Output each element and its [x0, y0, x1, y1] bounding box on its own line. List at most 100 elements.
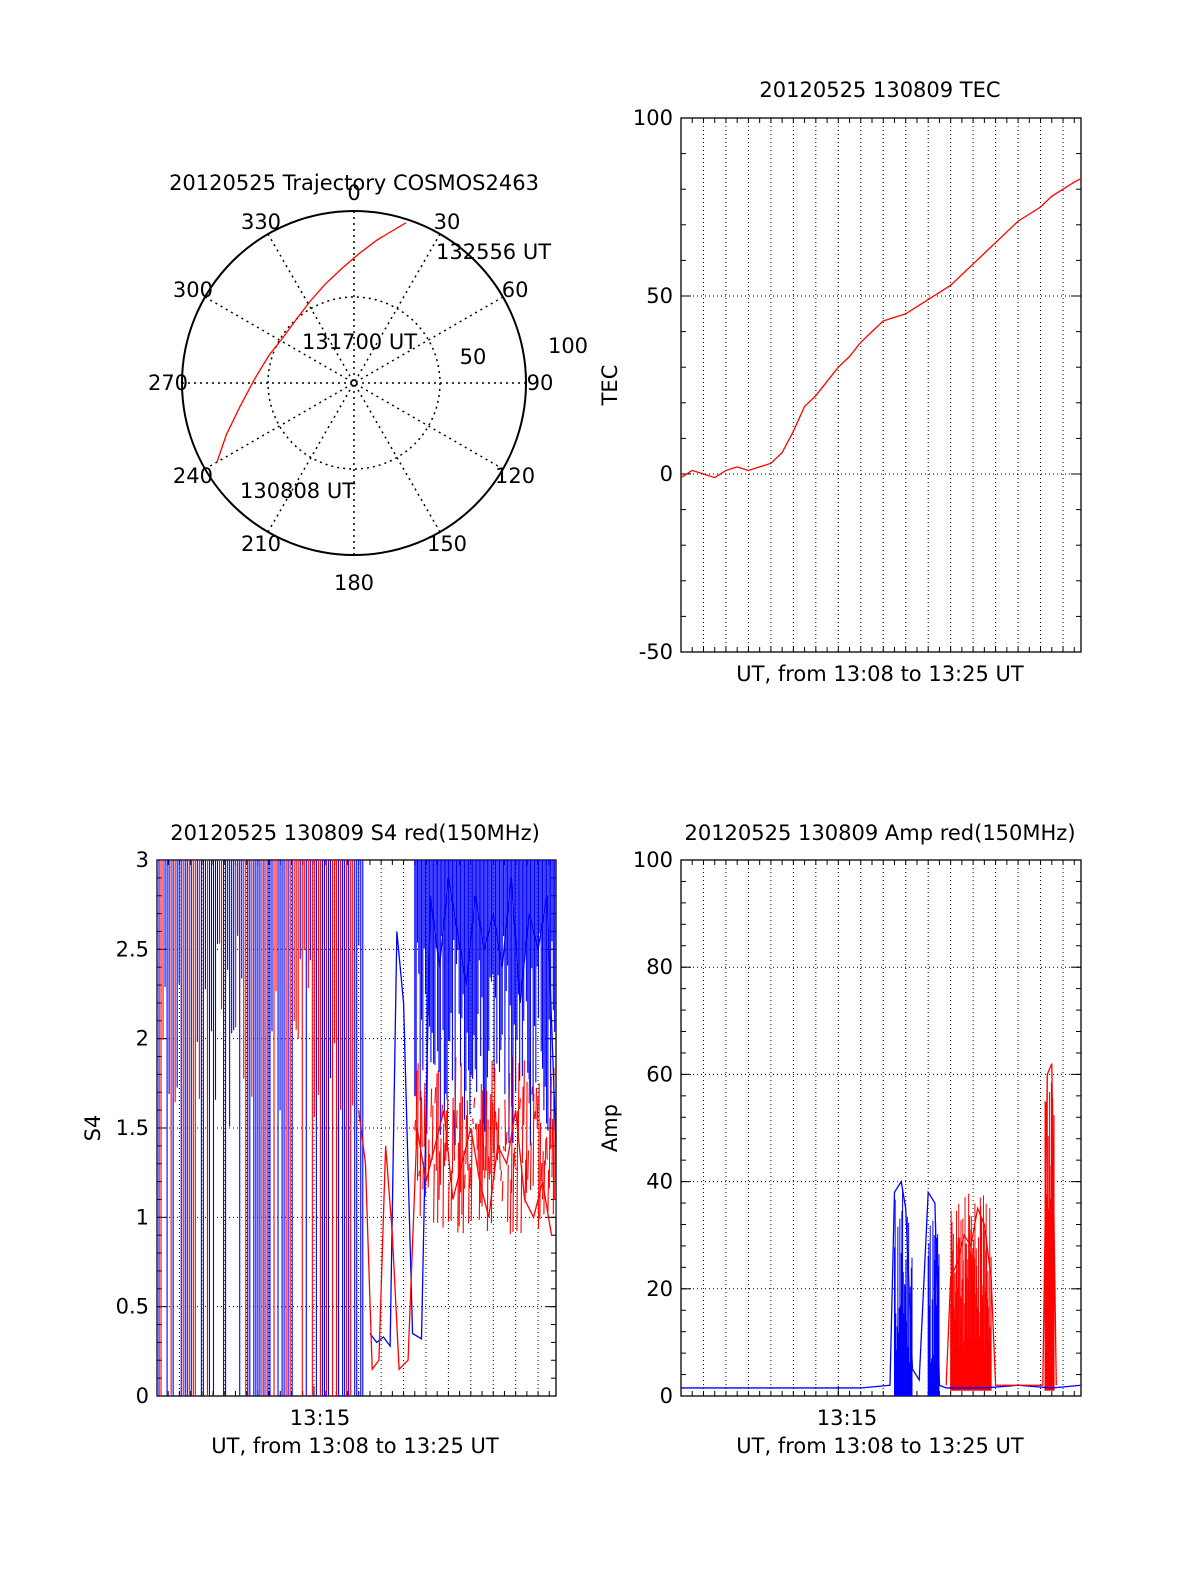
noise-spike-red: [488, 1156, 490, 1180]
noise-spike-red: [459, 1062, 462, 1193]
amp-title: 20120525 130809 Amp red(150MHz): [684, 821, 1075, 845]
s4-plot: [157, 860, 556, 1396]
noise-spike-red: [508, 1072, 511, 1129]
noise-spike-red: [476, 1123, 478, 1150]
noise-spike-red: [469, 1167, 472, 1189]
trajectory-time-label: 131700 UT: [302, 330, 417, 354]
noise-spike-red: [494, 1111, 497, 1130]
y-tick-label: 20: [646, 1277, 673, 1301]
noise-spike-red: [524, 1159, 527, 1203]
noise-spike-red: [505, 1131, 508, 1145]
amp-x-tick-label: 13:15: [817, 1406, 878, 1430]
amp-grid: [680, 859, 1082, 1397]
y-tick-label: 60: [646, 1062, 673, 1086]
noise-spike-red: [511, 1056, 513, 1194]
y-tick-label: 0: [136, 1384, 149, 1408]
series-line-red: [681, 177, 1081, 479]
noise-spike-red: [550, 1076, 552, 1150]
noise-spike-red: [437, 1070, 439, 1223]
noise-spike-red: [482, 1086, 485, 1171]
y-tick-label: 2.5: [116, 937, 149, 961]
noise-spike-red: [484, 1146, 486, 1179]
polar-azimuth-label: 150: [427, 532, 467, 556]
noise-spike-red: [527, 1150, 529, 1180]
polar-azimuth-label: 120: [495, 464, 535, 488]
noise-spike-red: [542, 1151, 544, 1200]
amp-x-axis-label: UT, from 13:08 to 13:25 UT: [736, 1434, 1024, 1458]
noise-spike-red: [519, 1098, 521, 1110]
noise-spike-red: [438, 1151, 441, 1200]
amp-chart: 20120525 130809 Amp red(150MHz) 100 80 60 4…: [598, 821, 1082, 1458]
noise-spike-red: [504, 1099, 507, 1152]
y-tick-label: -50: [639, 640, 673, 664]
noise-spike-red: [420, 1097, 423, 1148]
y-tick-label: 1.5: [116, 1116, 149, 1140]
noise-spike-red: [521, 1086, 524, 1164]
noise-spike-red: [503, 1146, 505, 1151]
tec-y-axis-label: TEC: [598, 365, 622, 407]
noise-spike-red: [423, 1082, 426, 1147]
s4-chart: 20120525 130809 S4 red(150MHz) 3 2.5 2 1.5 1…: [81, 821, 557, 1458]
noise-spike-red: [414, 1120, 417, 1131]
noise-spike-red: [489, 1093, 492, 1174]
noise-spike-red: [523, 1060, 525, 1126]
polar-trajectory-chart: 20120525 Trajectory COSMOS2463 0 30 60 90 12…: [148, 171, 588, 595]
tec-y-tick-labels: 100 50 0 -50: [633, 106, 673, 664]
noise-spike-red: [427, 1139, 430, 1188]
noise-spike-red: [461, 1096, 464, 1215]
noise-spike-red: [528, 1062, 531, 1104]
tec-plot: [681, 177, 1081, 479]
polar-azimuth-label: 300: [173, 278, 213, 302]
trajectory-line: [216, 222, 407, 463]
noise-spike-red: [470, 1130, 473, 1221]
noise-spike-red: [529, 1142, 532, 1191]
s4-x-axis-label: UT, from 13:08 to 13:25 UT: [211, 1434, 499, 1458]
noise-spike-red: [472, 1118, 474, 1125]
y-tick-label: 100: [633, 106, 673, 130]
noise-spike-red: [543, 1160, 546, 1214]
polar-azimuth-label: 330: [241, 210, 281, 234]
noise-spike-red: [462, 1150, 465, 1234]
series-line-red: [358, 1109, 553, 1372]
noise-spike-red: [454, 1057, 457, 1115]
noise-spike-red: [443, 1142, 446, 1167]
noise-spike-red: [451, 1097, 454, 1174]
plot-frame: [680, 117, 1082, 653]
s4-title: 20120525 130809 S4 red(150MHz): [170, 821, 540, 845]
noise-spike-red: [532, 1093, 535, 1186]
noise-spike-red: [431, 1105, 434, 1160]
tec-x-axis-label: UT, from 13:08 to 13:25 UT: [736, 662, 1024, 686]
noise-spike-red: [533, 1111, 536, 1119]
noise-spike-red: [477, 1124, 480, 1174]
noise-spike-red: [485, 1090, 488, 1171]
series-line-blue: [681, 1179, 1081, 1389]
noise-spike-red: [455, 1110, 458, 1128]
polar-azimuth-label: 0: [347, 181, 360, 205]
y-tick-label: 0: [660, 1384, 673, 1408]
noise-spike-red: [540, 1162, 543, 1182]
polar-radial-labels: 50 100: [460, 334, 588, 369]
polar-azimuth-label: 180: [334, 571, 374, 595]
y-tick-label: 2: [136, 1027, 149, 1051]
s4-y-axis-label: S4: [81, 1115, 105, 1142]
noise-spike-red: [525, 1081, 528, 1193]
noise-spike-red: [450, 1170, 453, 1221]
noise-spike-red: [439, 1138, 442, 1185]
polar-radial-label: 100: [548, 334, 588, 358]
noise-spike-red: [468, 1163, 470, 1224]
polar-grid: [181, 210, 527, 556]
noise-spike-red: [435, 1073, 438, 1171]
noise-spike-red: [513, 1147, 516, 1167]
noise-spike-red: [544, 1139, 547, 1166]
noise-spike-red: [496, 1122, 499, 1161]
polar-point-labels: 132556 UT 131700 UT 130808 UT: [240, 240, 551, 503]
noise-spike-red: [539, 1122, 542, 1219]
series-group: [681, 1063, 1081, 1396]
y-tick-label: 3: [136, 848, 149, 872]
plot-frame: [680, 859, 1082, 1397]
polar-trajectory: [216, 222, 407, 463]
noise-spike-red: [473, 1097, 476, 1108]
noise-spike-red: [531, 1086, 534, 1095]
series-line-red: [945, 1063, 1057, 1386]
